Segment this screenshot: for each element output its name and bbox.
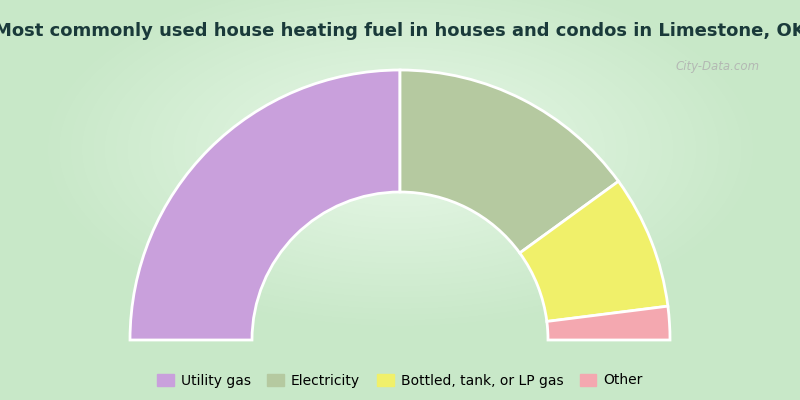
- Legend: Utility gas, Electricity, Bottled, tank, or LP gas, Other: Utility gas, Electricity, Bottled, tank,…: [152, 368, 648, 393]
- Wedge shape: [547, 306, 670, 340]
- Wedge shape: [400, 70, 618, 253]
- Wedge shape: [520, 181, 668, 322]
- Text: Most commonly used house heating fuel in houses and condos in Limestone, OK: Most commonly used house heating fuel in…: [0, 22, 800, 40]
- Wedge shape: [130, 70, 400, 340]
- Text: City-Data.com: City-Data.com: [676, 60, 760, 73]
